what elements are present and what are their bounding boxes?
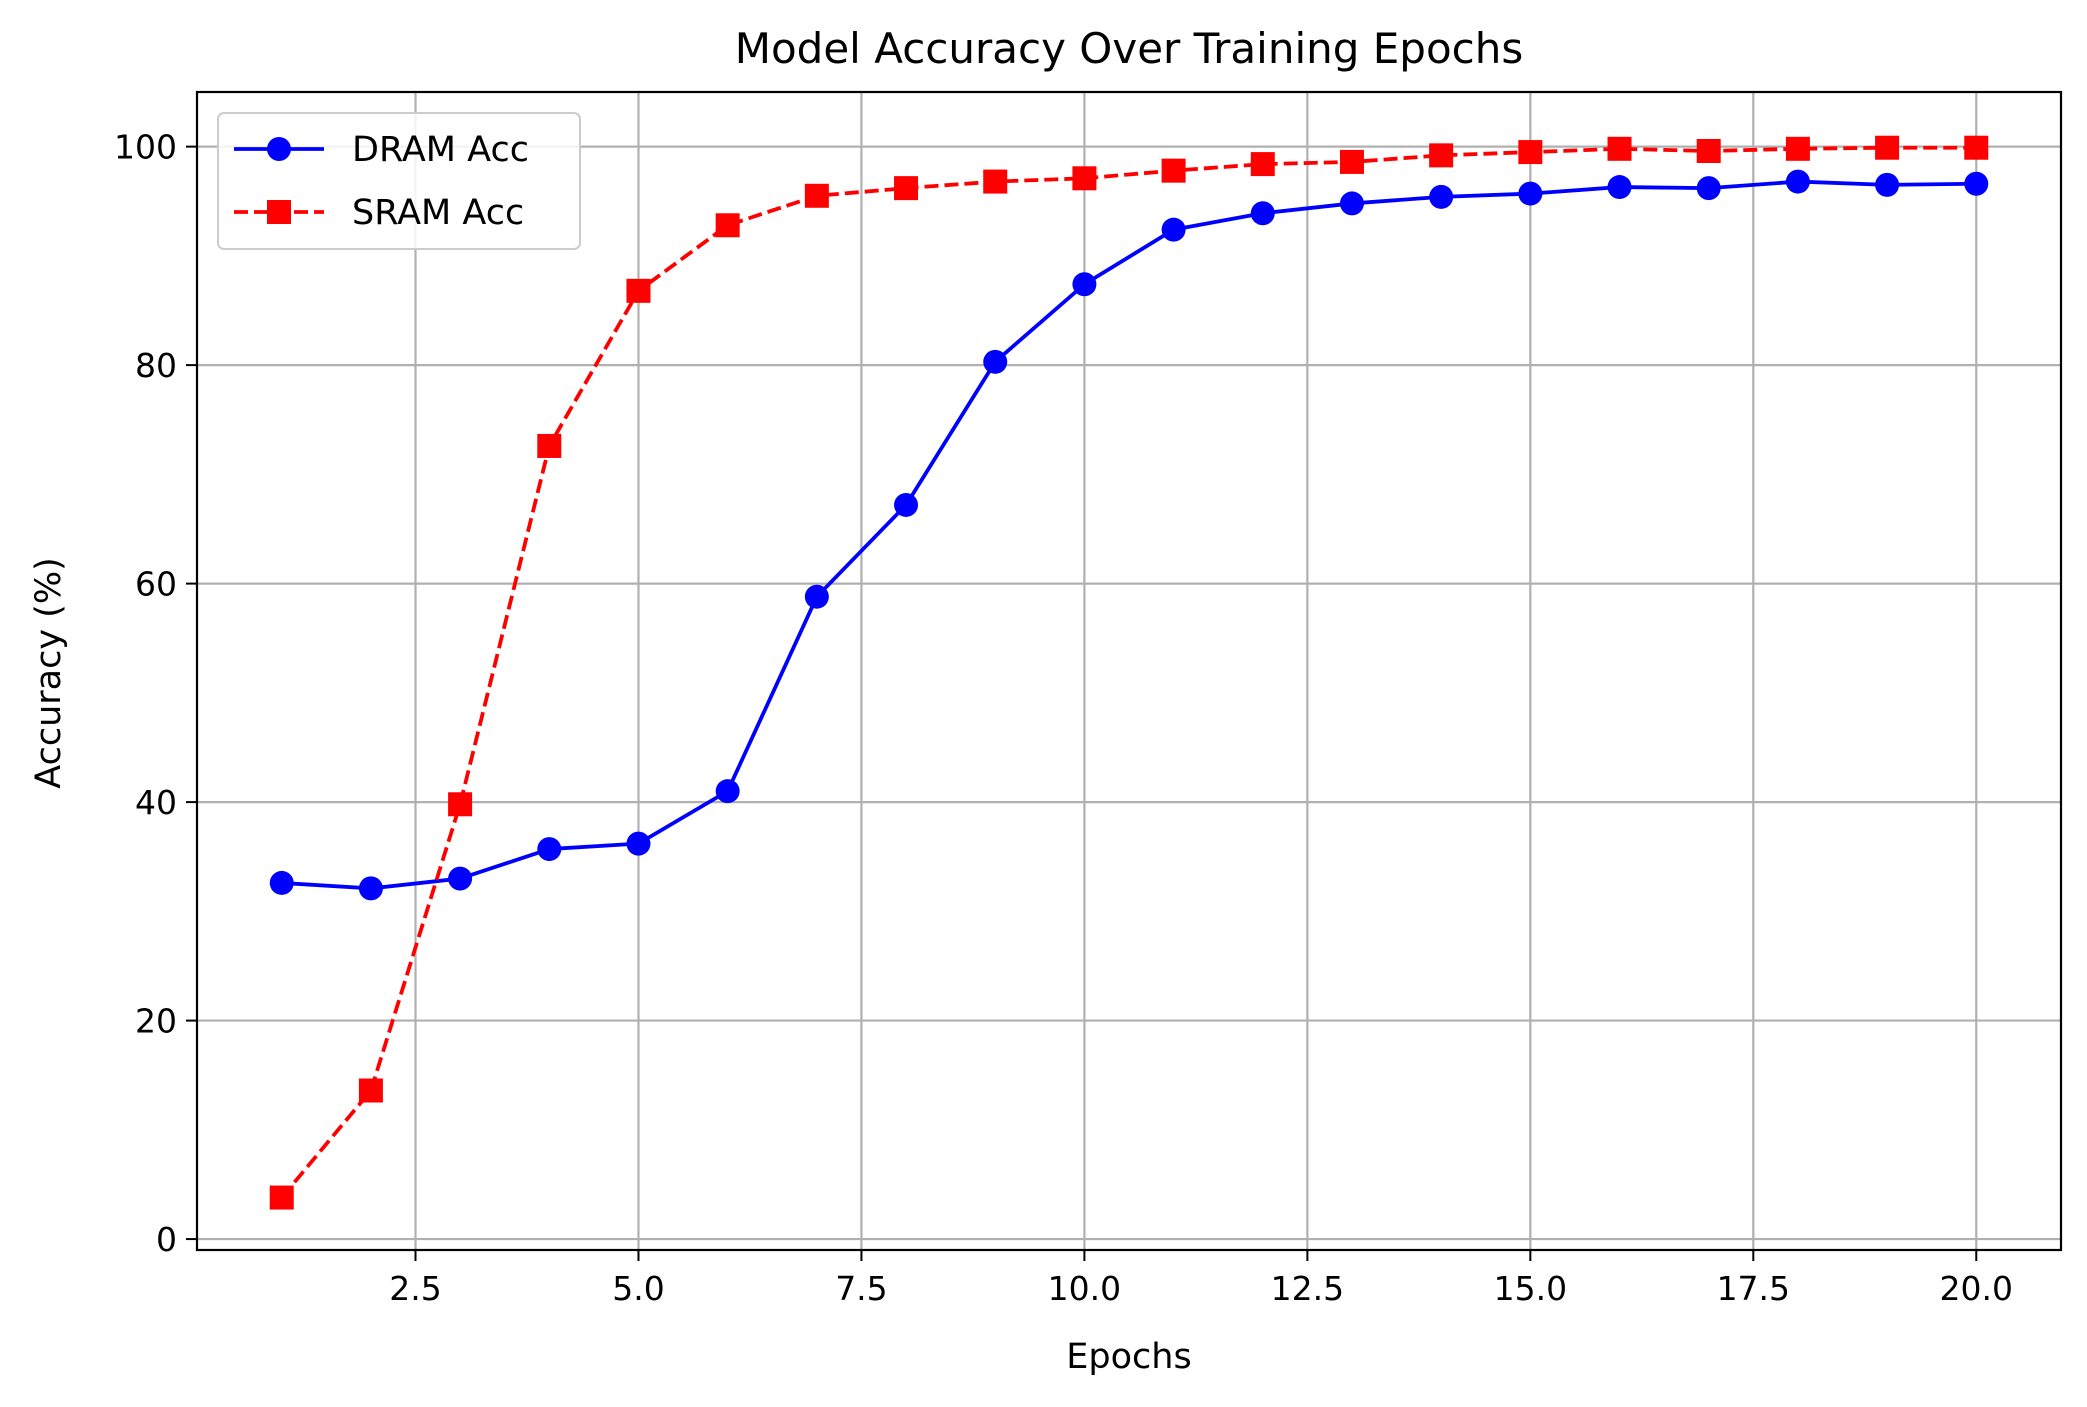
y-tick-label: 100 bbox=[114, 128, 177, 167]
x-tick-label: 2.5 bbox=[389, 1269, 441, 1308]
data-point bbox=[448, 866, 473, 891]
legend: DRAM Acc SRAM Acc bbox=[217, 112, 581, 250]
chart-title: Model Accuracy Over Training Epochs bbox=[735, 24, 1523, 73]
data-point bbox=[1785, 136, 1810, 161]
data-point bbox=[1518, 140, 1543, 165]
data-point bbox=[1429, 184, 1454, 209]
series-sram-acc bbox=[269, 135, 1989, 1210]
data-point bbox=[804, 584, 829, 609]
legend-label: SRAM Acc bbox=[352, 193, 524, 233]
data-point bbox=[983, 169, 1008, 194]
data-point bbox=[894, 492, 919, 517]
data-point bbox=[537, 837, 562, 862]
data-point bbox=[715, 779, 740, 804]
data-point bbox=[1161, 158, 1186, 183]
x-tick-label: 10.0 bbox=[1048, 1269, 1121, 1308]
data-point bbox=[537, 433, 562, 458]
series-group bbox=[269, 135, 1989, 1210]
data-point bbox=[1607, 175, 1632, 200]
y-tick-label: 60 bbox=[135, 565, 177, 604]
series-line bbox=[281, 179, 1977, 891]
y-tick-label: 40 bbox=[135, 783, 177, 822]
data-point bbox=[715, 213, 740, 238]
y-tick-label: 80 bbox=[135, 346, 177, 385]
y-tick-label: 0 bbox=[156, 1220, 177, 1259]
data-point bbox=[983, 349, 1008, 374]
data-point bbox=[1250, 152, 1275, 177]
data-point bbox=[269, 870, 294, 895]
data-point bbox=[626, 278, 651, 303]
legend-marker bbox=[267, 137, 291, 161]
data-point bbox=[448, 792, 473, 817]
series-dram-acc bbox=[269, 169, 1989, 901]
x-tick-label: 17.5 bbox=[1717, 1269, 1790, 1308]
data-point bbox=[1607, 136, 1632, 161]
data-point bbox=[1339, 191, 1364, 216]
data-point bbox=[1964, 171, 1989, 196]
data-point bbox=[1072, 272, 1097, 297]
data-point bbox=[1696, 176, 1721, 201]
data-point bbox=[626, 831, 651, 856]
x-tick-label: 12.5 bbox=[1271, 1269, 1344, 1308]
data-point bbox=[1161, 217, 1186, 242]
legend-label: DRAM Acc bbox=[352, 130, 529, 170]
data-point bbox=[1429, 143, 1454, 168]
data-point bbox=[1696, 138, 1721, 163]
plot-frame bbox=[195, 90, 2063, 1252]
x-tick-label: 20.0 bbox=[1940, 1269, 2013, 1308]
data-point bbox=[894, 176, 919, 201]
legend-box bbox=[217, 112, 581, 250]
data-point bbox=[1518, 181, 1543, 206]
data-point bbox=[1339, 149, 1364, 174]
legend-marker bbox=[267, 200, 291, 224]
x-tick-label: 5.0 bbox=[612, 1269, 664, 1308]
x-tick-label: 7.5 bbox=[835, 1269, 887, 1308]
data-point bbox=[1875, 172, 1900, 197]
y-axis-label: Accuracy (%) bbox=[29, 557, 69, 788]
data-point bbox=[358, 1078, 383, 1103]
grid-lines bbox=[197, 92, 2061, 1250]
data-point bbox=[358, 876, 383, 901]
data-point bbox=[1964, 135, 1989, 160]
y-tick-label: 20 bbox=[135, 1002, 177, 1041]
data-point bbox=[1250, 201, 1275, 226]
x-axis-label: Epochs bbox=[1066, 1337, 1191, 1377]
data-point bbox=[804, 183, 829, 208]
data-point bbox=[1072, 166, 1097, 191]
axes: 2.5 5.0 7.5 10.0 12.5 15.0 17.5 20.0 0 20 40 60 80 10… bbox=[114, 90, 2063, 1308]
data-point bbox=[269, 1185, 294, 1210]
x-tick-label: 15.0 bbox=[1494, 1269, 1567, 1308]
series-line bbox=[280, 145, 1977, 1199]
data-point bbox=[1785, 169, 1810, 194]
data-point bbox=[1875, 135, 1900, 160]
